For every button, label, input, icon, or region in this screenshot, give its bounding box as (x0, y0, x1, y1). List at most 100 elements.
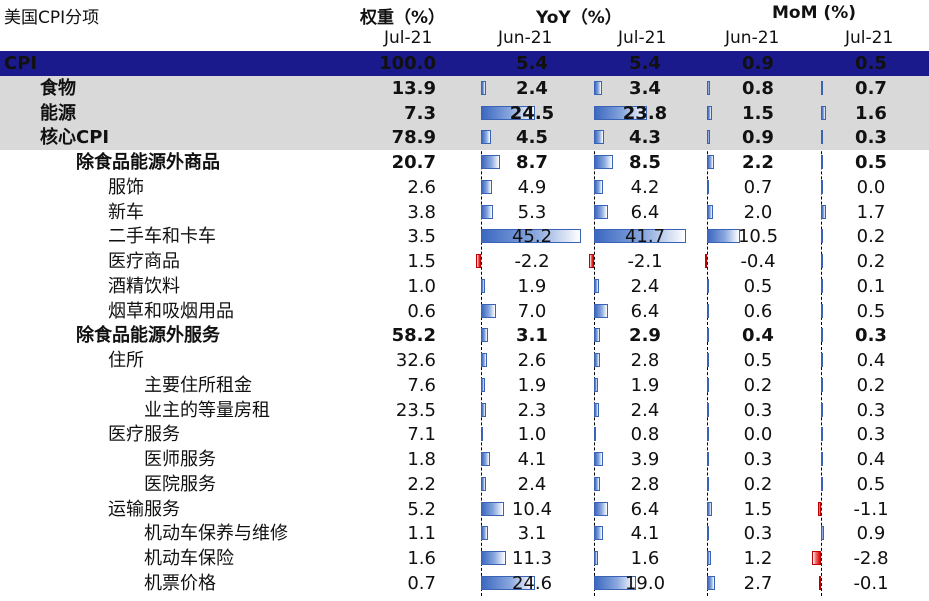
value-yoy-jun: 2.6 (517, 350, 547, 371)
bar-mom-jun (707, 179, 710, 194)
bar-yoy-jul (594, 402, 600, 417)
bar-mom-jun (707, 402, 709, 417)
row-label: 医院服务 (144, 473, 216, 495)
weight-value: 2.6 (407, 176, 436, 198)
value-yoy-jun: 1.0 (517, 424, 547, 446)
value-mom-jun: 0.2 (743, 473, 773, 495)
bar-yoy-jul (594, 526, 604, 541)
row-label: 能源 (40, 102, 76, 124)
value-yoy-jun: 7.0 (517, 300, 547, 322)
value-mom-jul: 0.5 (855, 53, 887, 74)
value-mom-jun: 0.6 (743, 300, 773, 322)
value-yoy-jun: 1.9 (517, 374, 547, 396)
bar-mom-jun (707, 501, 712, 516)
value-yoy-jul: -2.1 (627, 251, 663, 272)
value-mom-jul: 0.5 (855, 152, 887, 173)
value-yoy-jul: 0.8 (630, 424, 660, 446)
weight-value: 0.7 (407, 572, 436, 594)
bar-yoy-jun (481, 575, 536, 590)
yoy-period-jun: Jun-21 (498, 28, 553, 48)
value-mom-jul: 0.5 (856, 300, 886, 322)
weight-value: 1.1 (407, 523, 436, 545)
bar-mom-jul (821, 328, 823, 343)
value-mom-jun: 1.2 (743, 548, 773, 569)
bar-mom-jul (821, 278, 823, 293)
bar-mom-jun (707, 303, 709, 318)
row-label: 机动车保险 (144, 548, 234, 569)
value-yoy-jun: 24.5 (509, 102, 555, 124)
row-label: 主要住所租金 (144, 374, 252, 396)
bar-mom-jul (821, 254, 823, 268)
value-yoy-jun: 2.4 (516, 77, 548, 99)
bar-yoy-jul (594, 353, 601, 367)
bar-mom-jul (821, 452, 823, 466)
value-yoy-jul: 41.7 (624, 226, 666, 248)
bar-yoy-jul (594, 551, 598, 565)
value-mom-jul: 0.3 (856, 399, 886, 421)
bar-mom-jun (707, 526, 709, 541)
bar-yoy-jun (481, 501, 504, 516)
bar-yoy-jul (594, 575, 637, 590)
weight-value: 1.6 (407, 548, 436, 569)
value-yoy-jul: 5.4 (629, 53, 661, 74)
bar-mom-jul (821, 229, 823, 244)
value-yoy-jun: 3.1 (516, 325, 548, 347)
value-yoy-jul: 4.3 (629, 127, 661, 149)
bar-yoy-jul (594, 229, 687, 244)
bar-yoy-jul (594, 80, 602, 95)
value-yoy-jun: 8.7 (516, 152, 548, 173)
bar-mom-jul (812, 551, 821, 565)
weight-value: 58.2 (391, 325, 436, 347)
value-mom-jul: 0.3 (856, 424, 886, 446)
weight-value: 100.0 (379, 53, 436, 74)
value-yoy-jun: 2.3 (517, 399, 547, 421)
bar-yoy-jul (594, 328, 601, 343)
value-mom-jul: 0.7 (855, 77, 887, 99)
bar-mom-jun (707, 575, 716, 590)
value-mom-jun: 0.3 (743, 399, 773, 421)
value-yoy-jun: 1.9 (517, 275, 547, 297)
yoy-header: YoY（%） (536, 8, 622, 28)
bar-yoy-jul (594, 501, 609, 516)
bar-mom-jul (821, 476, 823, 491)
value-mom-jul: 0.5 (856, 473, 886, 495)
bar-mom-jun (707, 427, 709, 442)
bar-mom-jul (821, 80, 824, 95)
value-mom-jul: 0.9 (856, 523, 886, 545)
bar-mom-jun (707, 452, 709, 466)
value-mom-jun: 0.7 (743, 176, 773, 198)
bar-yoy-jul (589, 254, 594, 268)
mom-period-jul: Jul-21 (845, 28, 894, 48)
value-mom-jul: 0.2 (856, 251, 886, 272)
value-mom-jun: 0.2 (743, 374, 773, 396)
bar-yoy-jul (594, 303, 609, 318)
value-yoy-jul: 8.5 (629, 152, 661, 173)
bar-mom-jun (707, 377, 709, 392)
table-row (0, 51, 929, 76)
value-yoy-jun: -2.2 (514, 251, 550, 272)
weight-period: Jul-21 (384, 28, 433, 48)
weight-value: 78.9 (391, 127, 436, 149)
row-label: 除食品能源外服务 (76, 325, 220, 347)
bar-mom-jul (821, 204, 827, 219)
value-yoy-jun: 11.3 (511, 548, 553, 569)
value-mom-jul: 0.2 (856, 374, 886, 396)
weight-value: 20.7 (391, 152, 436, 173)
yoy-period-jul: Jul-21 (618, 28, 667, 48)
table-row (0, 75, 929, 101)
bar-yoy-jun (481, 427, 484, 442)
bar-yoy-jul (594, 105, 647, 120)
bar-mom-jun (707, 328, 709, 343)
bar-yoy-jun (481, 551, 506, 565)
value-mom-jul: 0.0 (856, 176, 886, 198)
value-mom-jun: 2.2 (742, 152, 774, 173)
bar-mom-jun (707, 551, 711, 565)
bar-yoy-jun (481, 476, 487, 491)
value-mom-jun: 0.3 (743, 523, 773, 545)
value-mom-jun: 2.7 (743, 572, 773, 594)
row-label: 核心CPI (40, 127, 110, 149)
value-yoy-jul: 19.0 (624, 572, 666, 594)
bar-yoy-jun (481, 229, 581, 244)
row-label: 医师服务 (144, 449, 216, 470)
weight-value: 1.0 (407, 275, 436, 297)
